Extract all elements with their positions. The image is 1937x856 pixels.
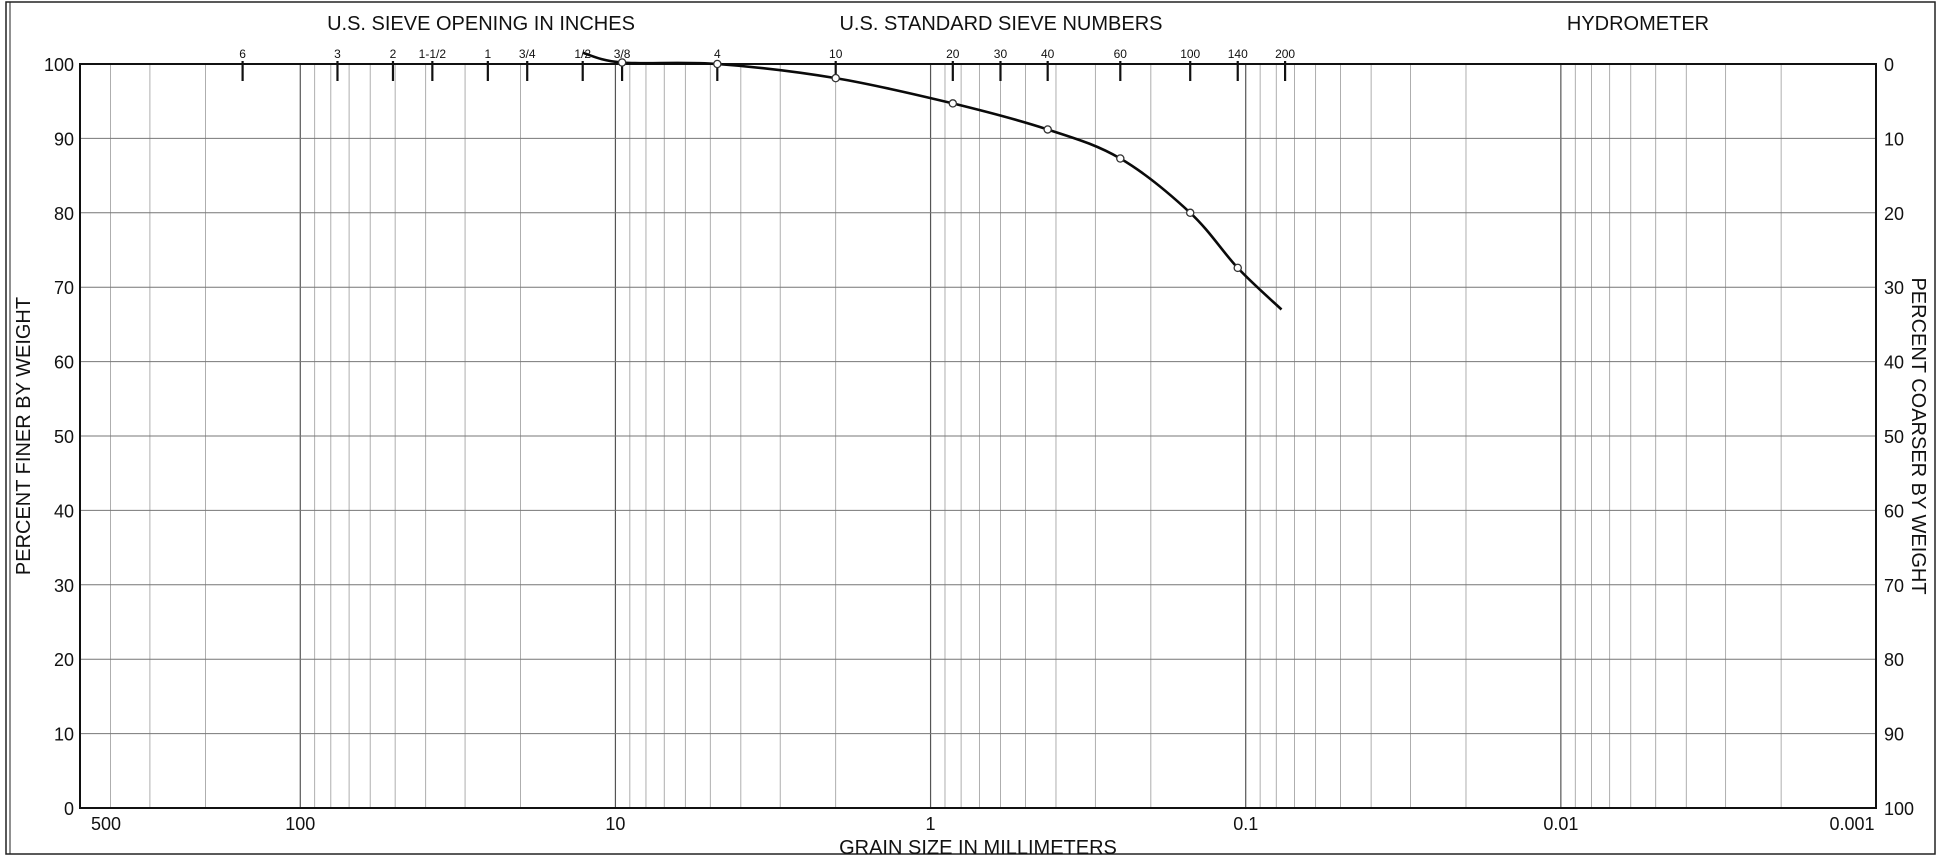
y-tick-label-right: 50 — [1884, 427, 1904, 447]
data-point-marker — [713, 59, 722, 69]
sieve-tick-label: 4 — [714, 47, 721, 61]
sieve-tick-label: 3/4 — [519, 47, 536, 61]
sieve-inches-title: U.S. SIEVE OPENING IN INCHES — [327, 13, 635, 35]
y-tick-label-right: 20 — [1884, 204, 1904, 224]
sieve-tick-label: 3/8 — [614, 47, 631, 61]
y-axis-left-tick-labels: 0 10 20 30 40 50 60 70 80 90 100 — [44, 55, 74, 819]
data-point-marker — [617, 58, 627, 67]
plot-frame — [79, 63, 1877, 809]
sieve-tick-label: 100 — [1180, 47, 1200, 61]
y-tick-label-right: 80 — [1884, 650, 1904, 670]
x-tick-label: 100 — [285, 814, 315, 834]
sieve-tick-label: 2 — [390, 47, 397, 61]
sieve-tick-label: 6 — [239, 47, 246, 61]
y-tick-label-left: 90 — [54, 129, 74, 149]
y-tick-label-right: 10 — [1884, 129, 1904, 149]
y-tick-label-left: 40 — [54, 501, 74, 521]
hydrometer-title: HYDROMETER — [1567, 13, 1709, 35]
x-tick-label: 0.001 — [1829, 814, 1874, 834]
gradation-series — [582, 51, 1283, 311]
sieve-tick-label: 1-1/2 — [419, 47, 447, 61]
data-point-marker — [1233, 263, 1242, 273]
data-point-marker — [1185, 208, 1195, 218]
y-tick-label-left: 50 — [54, 427, 74, 447]
y-tick-label-left: 10 — [54, 725, 74, 745]
y-axis-right-label: PERCENT COARSER BY WEIGHT — [1907, 277, 1929, 594]
x-tick-label: 0.1 — [1233, 814, 1258, 834]
sieve-tick-label: 200 — [1275, 47, 1295, 61]
y-tick-label-left: 60 — [54, 353, 74, 373]
y-tick-label-right: 40 — [1884, 353, 1904, 373]
y-axis-left-label: PERCENT FINER BY WEIGHT — [13, 297, 35, 575]
sieve-tick-label: 30 — [994, 47, 1008, 61]
y-tick-label-left: 100 — [44, 55, 74, 75]
sieve-tick-label: 10 — [829, 47, 843, 61]
sieve-tick-label: 140 — [1228, 47, 1248, 61]
y-tick-label-right: 90 — [1884, 725, 1904, 745]
standard-sieve-title: U.S. STANDARD SIEVE NUMBERS — [839, 13, 1162, 35]
data-point-marker — [1043, 125, 1052, 134]
y-tick-label-right: 0 — [1884, 55, 1894, 75]
outer-frame — [5, 1, 1936, 855]
sieve-tick-label: 1 — [484, 47, 491, 61]
sieve-tick-label: 3 — [334, 47, 341, 61]
sieve-tick-label: 60 — [1114, 47, 1128, 61]
y-tick-label-left: 0 — [64, 799, 74, 819]
x-tick-label: 500 — [91, 814, 121, 834]
y-tick-label-right: 60 — [1884, 501, 1904, 521]
y-tick-label-left: 70 — [54, 278, 74, 298]
x-tick-label: 0.01 — [1543, 814, 1578, 834]
sieve-tick-label: 40 — [1041, 47, 1055, 61]
data-point-marker — [831, 73, 840, 83]
sieve-ticks: 6 3 2 1-1/2 1 3/4 1/2 3/8 4 10 20 30 40 60 100 140 200 — [239, 47, 1295, 81]
y-tick-label-right: 100 — [1884, 799, 1914, 819]
y-tick-label-left: 30 — [54, 576, 74, 596]
x-tick-label: 1 — [926, 814, 936, 834]
y-tick-label-left: 80 — [54, 204, 74, 224]
data-point-marker — [948, 99, 958, 108]
x-axis-label: GRAIN SIZE IN MILLIMETERS — [839, 837, 1117, 856]
x-tick-label: 10 — [605, 814, 625, 834]
sieve-tick-label: 20 — [946, 47, 960, 61]
y-tick-label-right: 30 — [1884, 278, 1904, 298]
y-tick-label-right: 70 — [1884, 576, 1904, 596]
x-axis-tick-labels: 500 100 10 1 0.1 0.01 0.001 — [91, 814, 1875, 834]
gradation-curve — [582, 51, 1283, 311]
data-point-marker — [1116, 154, 1125, 163]
y-tick-label-left: 20 — [54, 650, 74, 670]
